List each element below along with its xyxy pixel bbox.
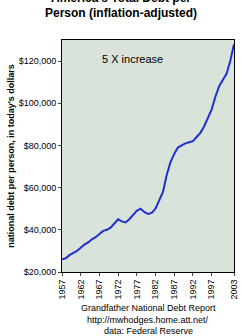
svg-text:$80,000: $80,000 [24, 141, 57, 151]
svg-text:1967: 1967 [94, 280, 104, 300]
svg-text:$20,000: $20,000 [24, 267, 57, 277]
svg-text:national debt per person, in t: national debt per person, in today's dol… [6, 64, 16, 248]
svg-text:1982: 1982 [150, 280, 160, 300]
svg-text:America's Total Debt perPerson: America's Total Debt perPerson (inflatio… [45, 0, 197, 20]
svg-text:1992: 1992 [188, 280, 198, 300]
svg-text:data: Federal Reserve: data: Federal Reserve [104, 326, 193, 336]
svg-text:http://mwhodges.home.att.net/: http://mwhodges.home.att.net/ [87, 315, 209, 325]
svg-text:Grandfather National Debt Repo: Grandfather National Debt Report [81, 303, 216, 313]
svg-text:$60,000: $60,000 [24, 183, 57, 193]
svg-text:5 X increase: 5 X increase [102, 53, 163, 65]
svg-text:1987: 1987 [169, 280, 179, 300]
svg-text:$100,000: $100,000 [19, 98, 57, 108]
svg-text:1977: 1977 [132, 280, 142, 300]
svg-text:1962: 1962 [76, 280, 86, 300]
svg-text:$120,000: $120,000 [19, 56, 57, 66]
svg-text:1957: 1957 [57, 280, 67, 300]
svg-text:1997: 1997 [206, 280, 216, 300]
svg-text:2003: 2003 [229, 280, 239, 300]
svg-text:$40,000: $40,000 [24, 225, 57, 235]
svg-text:1972: 1972 [113, 280, 123, 300]
